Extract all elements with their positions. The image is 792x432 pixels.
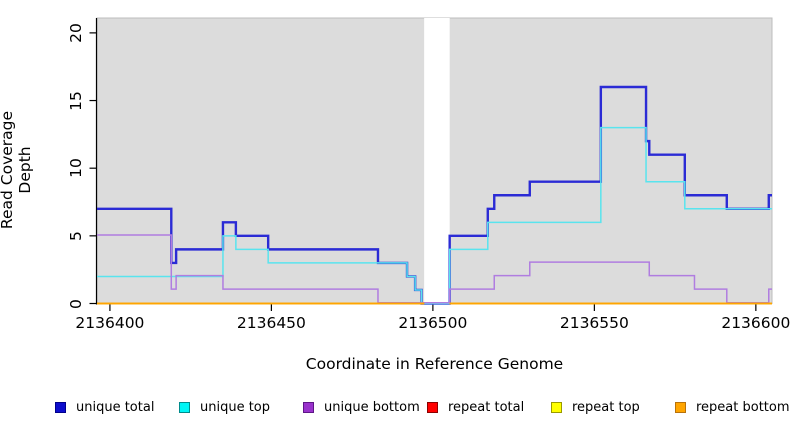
- legend-item-label: unique top: [200, 399, 271, 415]
- x-tick-label: 2136400: [75, 314, 145, 332]
- y-tick-label: 10: [67, 158, 85, 179]
- legend-item: unique total: [55, 398, 154, 416]
- x-tick-label: 2136450: [236, 314, 306, 332]
- legend-item-label: unique total: [76, 399, 155, 415]
- legend-item-label: repeat top: [572, 399, 640, 415]
- x-tick-label: 2136500: [398, 314, 468, 332]
- y-tick-label: 5: [67, 230, 85, 241]
- legend-item-label: unique bottom: [324, 399, 420, 415]
- legend-swatch-icon: [551, 401, 562, 413]
- legend-swatch-icon: [427, 401, 438, 413]
- y-tick-label: 15: [67, 90, 85, 111]
- legend-swatch-icon: [179, 401, 190, 413]
- series-unique-top-line: [97, 126, 772, 305]
- legend-item: repeat top: [551, 398, 640, 416]
- y-tick-label: 20: [67, 23, 85, 43]
- legend-item: repeat bottom: [675, 398, 790, 416]
- x-tick-label: 2136550: [559, 314, 629, 332]
- legend-item: unique top: [179, 398, 270, 416]
- x-tick-label: 2136600: [721, 314, 791, 332]
- x-axis-title: Coordinate in Reference Genome: [305, 355, 564, 373]
- legend: unique total unique top unique bottom repea…: [0, 398, 792, 420]
- series-unique-bottom-line: [97, 234, 772, 304]
- legend-item: repeat total: [427, 398, 524, 416]
- y-axis-title: Read Coverage Depth: [0, 110, 34, 230]
- legend-swatch-icon: [675, 401, 686, 413]
- legend-item: unique bottom: [303, 398, 420, 416]
- legend-item-label: repeat bottom: [696, 399, 790, 415]
- legend-swatch-icon: [55, 401, 66, 413]
- legend-item-label: repeat total: [448, 399, 525, 415]
- masked-region: [424, 18, 450, 304]
- legend-swatch-icon: [303, 401, 314, 413]
- y-tick-label: 0: [67, 298, 85, 309]
